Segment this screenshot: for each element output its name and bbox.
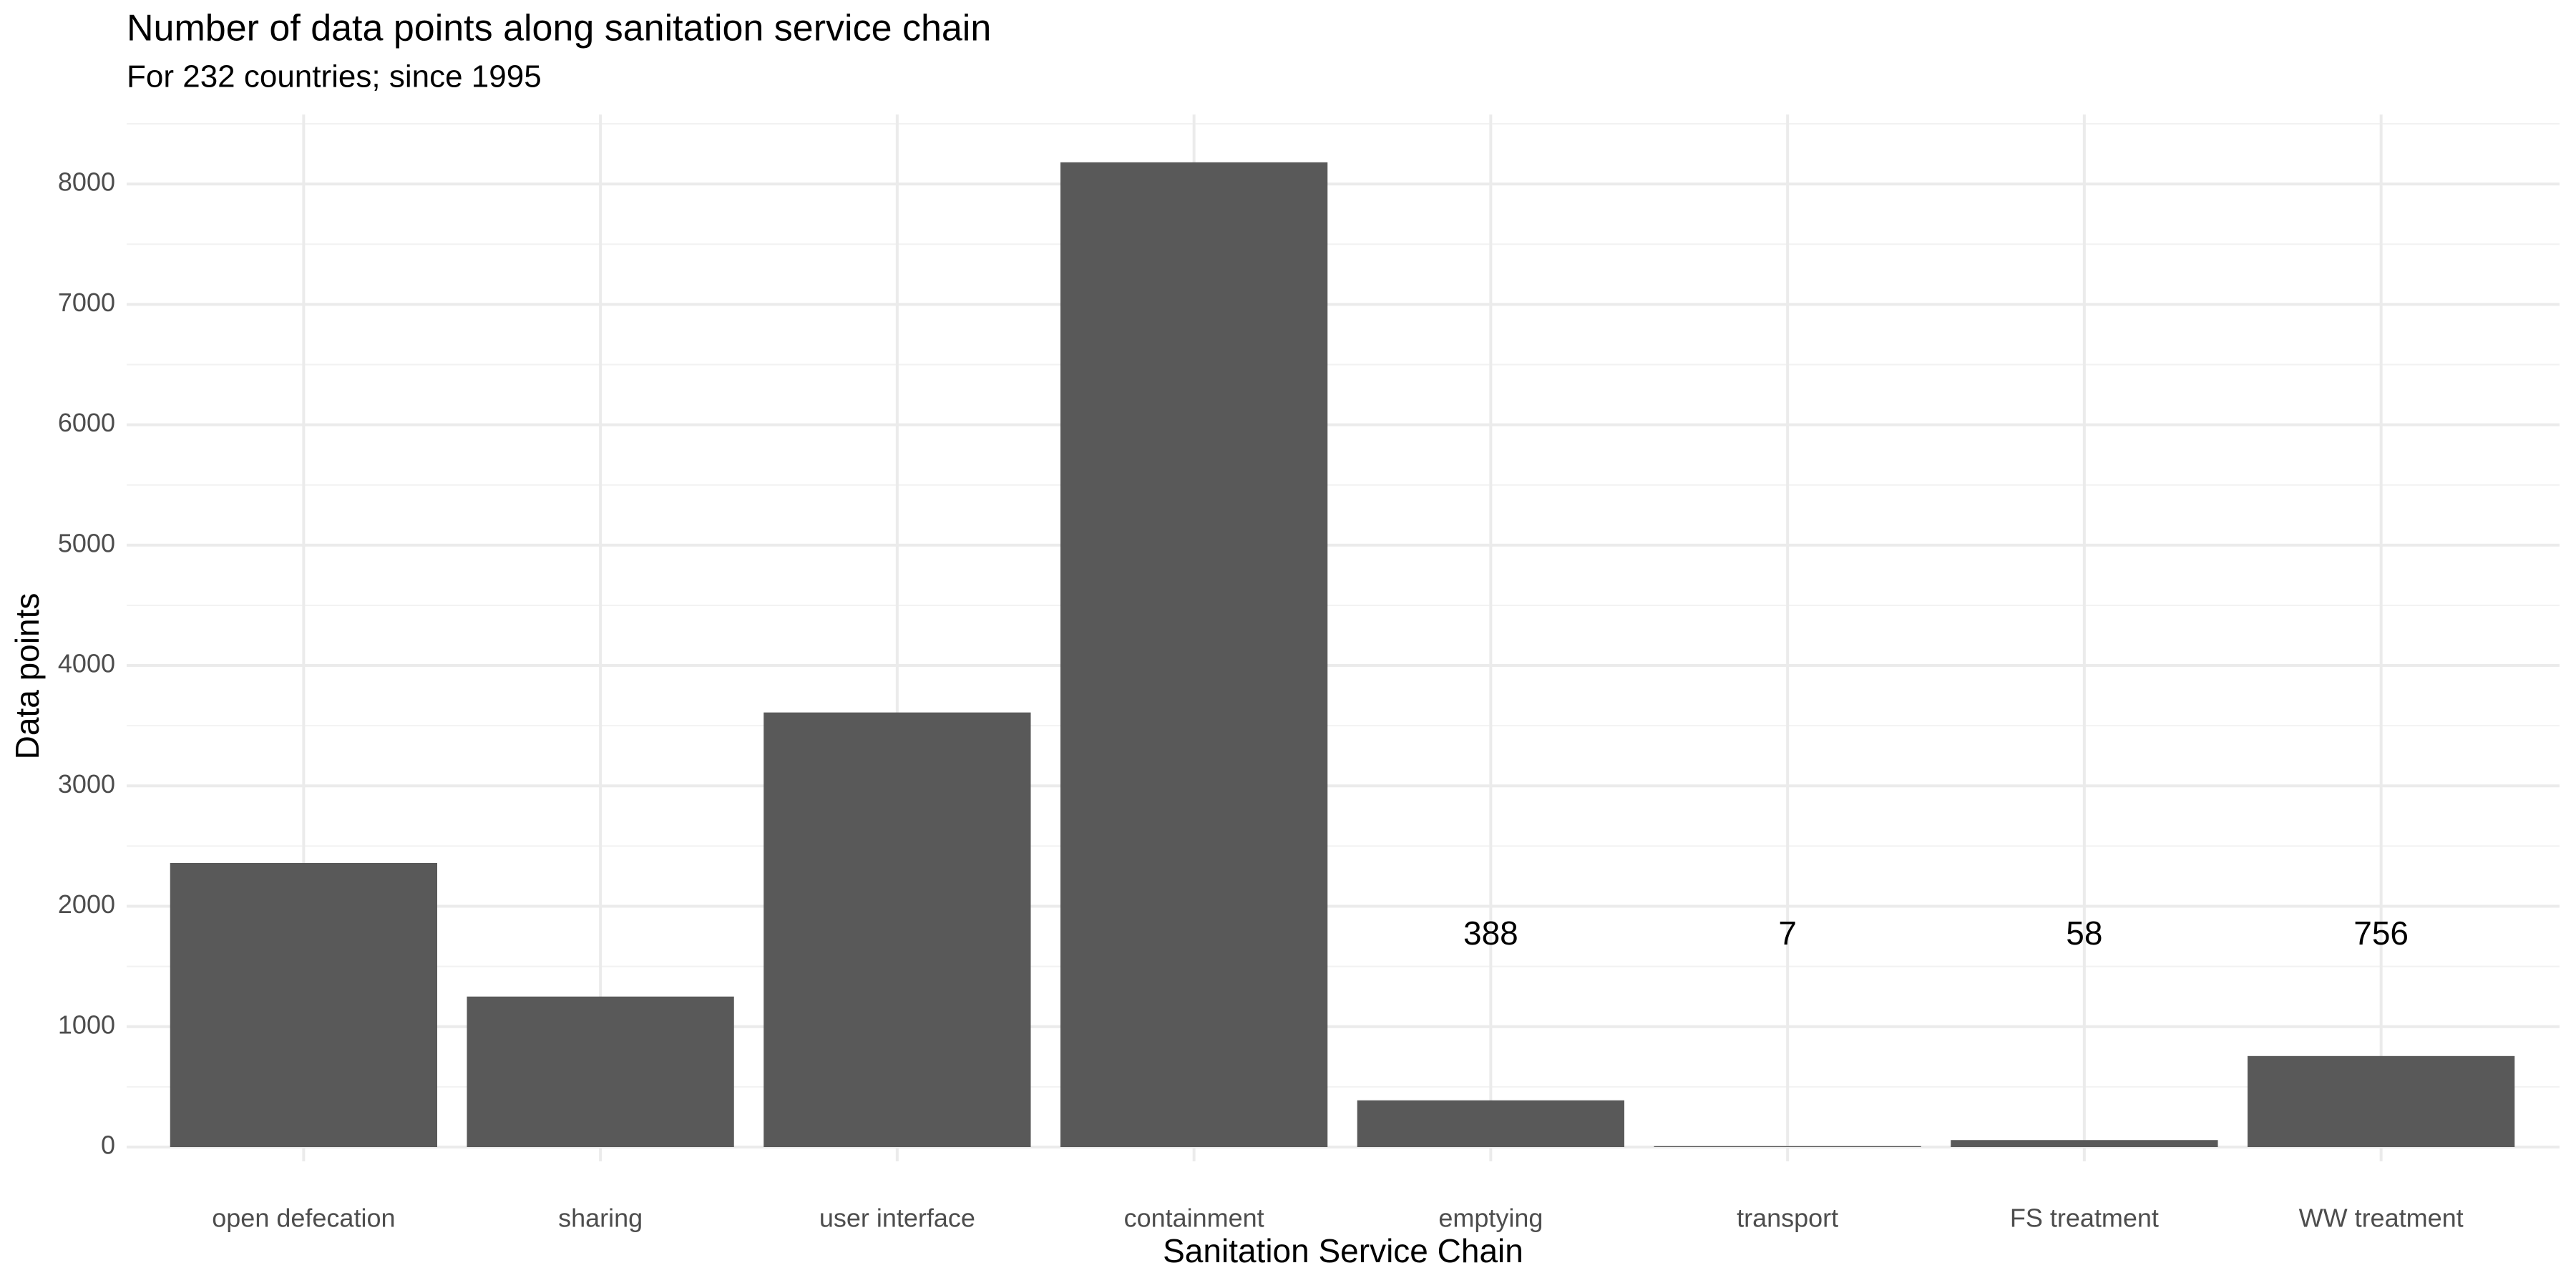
x-tick-label: transport [1737, 1204, 1838, 1233]
y-tick-label: 1000 [58, 1010, 115, 1039]
x-tick-label: WW treatment [2299, 1204, 2464, 1233]
bar [467, 996, 734, 1147]
chart-title: Number of data points along sanitation s… [127, 8, 991, 49]
y-tick-label: 0 [101, 1131, 115, 1160]
bar [763, 712, 1031, 1147]
y-tick-label: 5000 [58, 528, 115, 557]
bar [1060, 162, 1328, 1147]
data-label: 388 [1463, 914, 1518, 952]
y-tick-label: 3000 [58, 769, 115, 799]
y-tick-label: 6000 [58, 408, 115, 437]
x-tick-label: FS treatment [2010, 1204, 2159, 1233]
x-tick-label: sharing [558, 1204, 643, 1233]
y-tick-label: 7000 [58, 288, 115, 317]
x-axis-title: Sanitation Service Chain [1163, 1232, 1523, 1269]
x-tick-label: emptying [1438, 1204, 1543, 1233]
x-tick-label: containment [1124, 1204, 1264, 1233]
y-tick-label: 8000 [58, 167, 115, 197]
bar [1357, 1100, 1625, 1147]
x-tick-label: open defecation [212, 1204, 395, 1233]
chart-subtitle: For 232 countries; since 1995 [127, 59, 542, 94]
y-tick-label: 4000 [58, 649, 115, 678]
bar [1654, 1146, 1921, 1147]
y-axis-title: Data points [9, 593, 46, 760]
data-label: 756 [2353, 914, 2409, 952]
bar [2247, 1055, 2515, 1147]
bar [1951, 1140, 2218, 1147]
bar [170, 862, 438, 1147]
y-tick-label: 2000 [58, 889, 115, 919]
x-tick-label: user interface [819, 1204, 975, 1233]
data-label: 7 [1778, 914, 1797, 952]
data-label: 58 [2066, 914, 2102, 952]
